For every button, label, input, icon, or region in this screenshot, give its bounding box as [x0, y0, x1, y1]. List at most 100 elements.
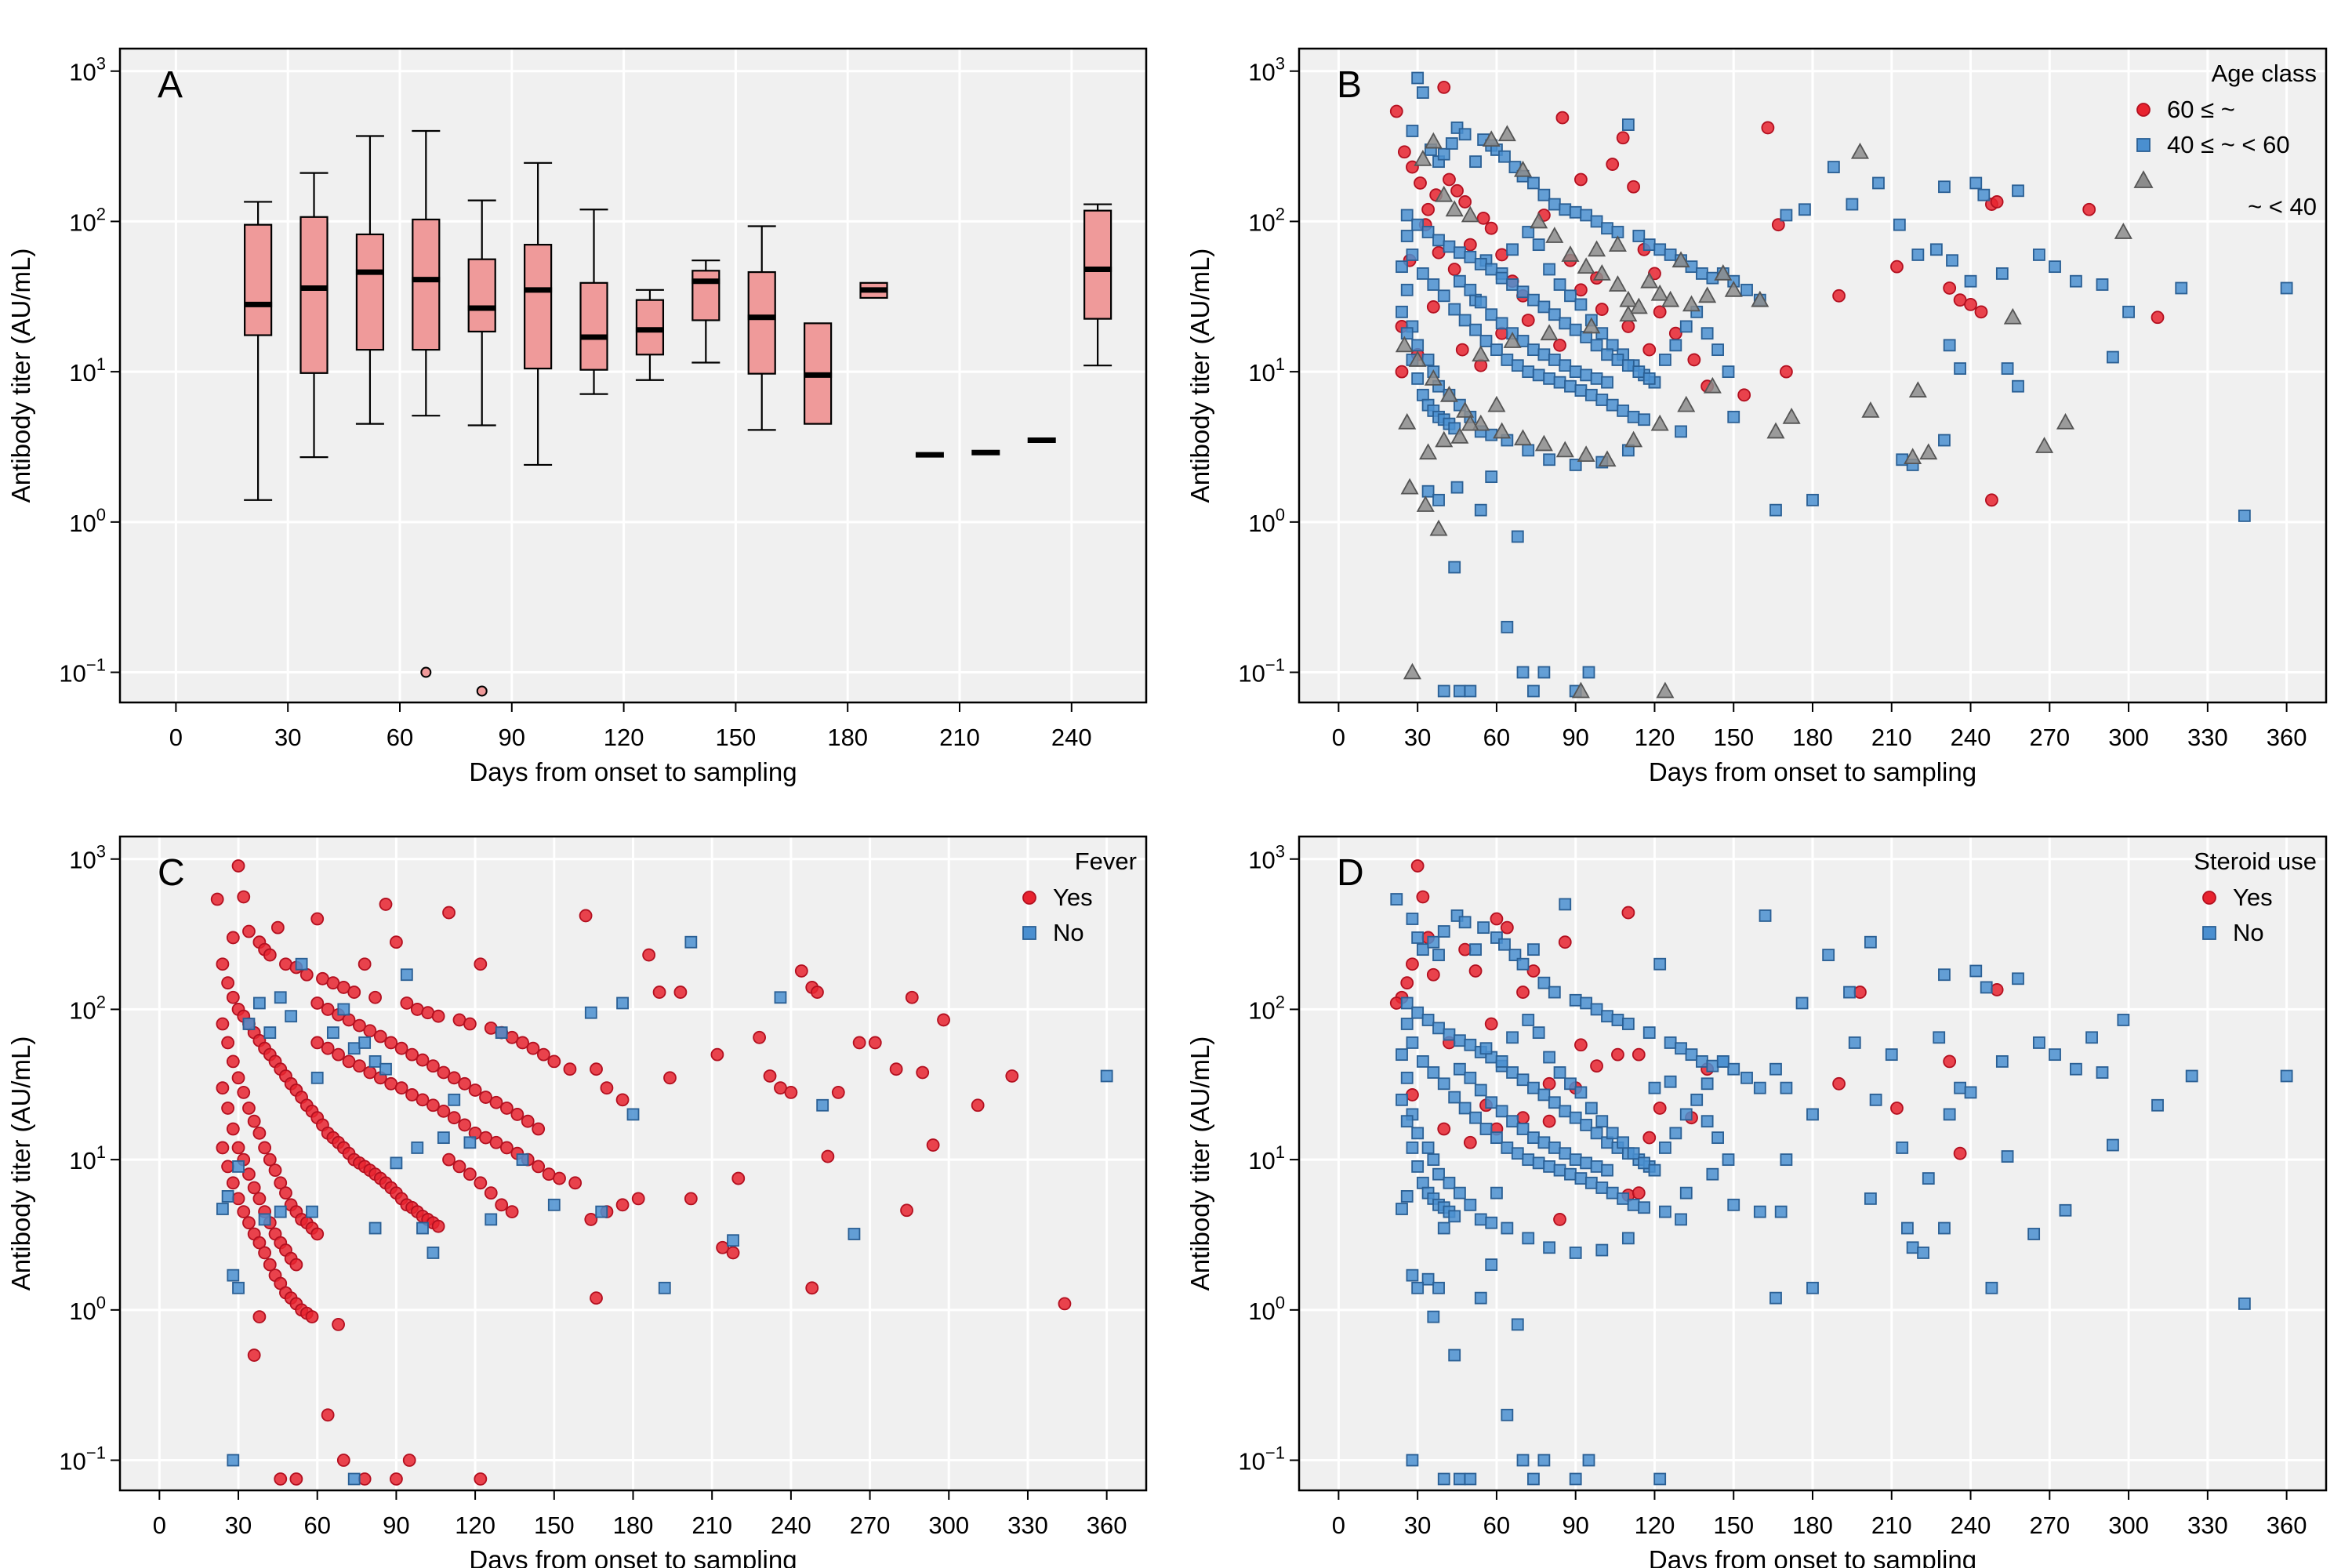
- y-tick-exponent: 1: [96, 354, 106, 374]
- data-point: [1501, 354, 1514, 366]
- data-point: [1632, 365, 1646, 379]
- data-point: [1498, 150, 1511, 163]
- box-group: [244, 201, 273, 501]
- data-point: [1843, 985, 1856, 999]
- data-point: [590, 1291, 603, 1305]
- data-point: [1584, 1176, 1598, 1189]
- data-point: [1722, 365, 1735, 379]
- y-tick-exponent: 2: [1276, 992, 1285, 1011]
- y-tick-base: 10: [1248, 996, 1275, 1024]
- data-point: [1495, 317, 1508, 330]
- data-point: [1990, 983, 2004, 996]
- data-point: [442, 906, 456, 920]
- data-point: [321, 1041, 335, 1055]
- data-point: [1648, 1163, 1661, 1177]
- data-point: [1516, 985, 1530, 999]
- data-point: [263, 948, 277, 962]
- data-point: [1696, 267, 1708, 280]
- box: [579, 281, 608, 371]
- data-point: [1527, 1131, 1540, 1145]
- box-group: [299, 172, 328, 459]
- data-point: [1479, 1042, 1493, 1055]
- data-point: [1559, 359, 1572, 372]
- y-tick-label: 103: [69, 54, 106, 86]
- data-point: [1727, 410, 1740, 423]
- data-point: [1714, 264, 1733, 281]
- box-group: [1083, 203, 1112, 367]
- data-point: [1495, 1055, 1508, 1068]
- data-point: [1458, 942, 1472, 956]
- data-point: [1437, 289, 1450, 303]
- data-point: [1590, 215, 1603, 228]
- data-point: [1400, 976, 1414, 990]
- legend-label: Yes: [2233, 884, 2273, 911]
- data-point: [1516, 1123, 1530, 1135]
- data-point: [1516, 1454, 1530, 1467]
- data-point: [726, 1246, 740, 1260]
- data-point: [242, 1102, 256, 1115]
- data-point: [1990, 195, 2004, 209]
- data-point: [1561, 245, 1580, 262]
- data-point: [1656, 681, 1675, 699]
- data-point: [1753, 1205, 1766, 1218]
- x-tick-label: 60: [303, 1512, 330, 1539]
- data-point: [1445, 200, 1464, 217]
- data-point: [1397, 145, 1411, 159]
- data-point: [532, 1160, 546, 1174]
- data-point: [658, 1281, 671, 1294]
- legend: Fever Yes No: [1022, 848, 1137, 946]
- data-point: [1443, 1028, 1456, 1041]
- data-point: [2082, 202, 2096, 216]
- data-point: [1933, 1031, 1946, 1044]
- data-point: [1580, 1119, 1593, 1131]
- box: [691, 270, 720, 321]
- data-point: [1954, 1081, 1967, 1094]
- data-point: [1445, 137, 1458, 150]
- data-point: [1675, 425, 1687, 438]
- box-group: [467, 199, 496, 697]
- data-point: [1406, 1088, 1419, 1102]
- series-triangle: [1395, 125, 2132, 699]
- legend-label: No: [1053, 919, 1084, 946]
- data-point: [1564, 289, 1577, 303]
- box: [299, 216, 328, 374]
- data-point: [495, 1026, 508, 1040]
- data-point: [1706, 1167, 1719, 1181]
- data-point: [416, 1053, 430, 1067]
- box-group: [579, 209, 608, 395]
- data-point: [1606, 1127, 1619, 1140]
- data-point: [1421, 1142, 1435, 1154]
- data-point: [1416, 1176, 1429, 1189]
- data-point: [1513, 160, 1533, 177]
- x-tick-label: 270: [850, 1512, 891, 1539]
- data-point: [1574, 1086, 1588, 1099]
- data-point: [710, 1047, 724, 1062]
- data-point: [1564, 379, 1577, 393]
- data-point: [1580, 209, 1593, 222]
- data-point: [1766, 422, 1785, 439]
- legend-marker: [2202, 891, 2216, 905]
- data-point: [1621, 1018, 1635, 1030]
- data-point: [1453, 274, 1466, 288]
- data-point: [1476, 211, 1490, 225]
- data-point: [1611, 1014, 1624, 1026]
- legend: Age class 60 ≤ ~ 40 ≤ ~ < 60 ~ < 40: [2133, 60, 2317, 220]
- data-point: [1595, 303, 1609, 316]
- data-point: [1872, 176, 1885, 190]
- x-tick-label: 120: [1635, 724, 1675, 751]
- data-point: [1477, 921, 1490, 935]
- data-point: [1516, 285, 1530, 299]
- data-point: [1617, 1136, 1630, 1149]
- data-point: [1396, 305, 1408, 318]
- data-point: [1450, 481, 1464, 494]
- data-point: [499, 1102, 514, 1115]
- data-point: [1938, 968, 1951, 982]
- data-point: [373, 1029, 387, 1044]
- data-point: [1464, 1472, 1477, 1486]
- data-point: [268, 1163, 282, 1178]
- data-point: [1522, 1232, 1535, 1245]
- data-point: [2032, 1036, 2045, 1049]
- data-point: [353, 1059, 366, 1073]
- data-point: [1522, 444, 1535, 457]
- data-point: [1664, 249, 1677, 261]
